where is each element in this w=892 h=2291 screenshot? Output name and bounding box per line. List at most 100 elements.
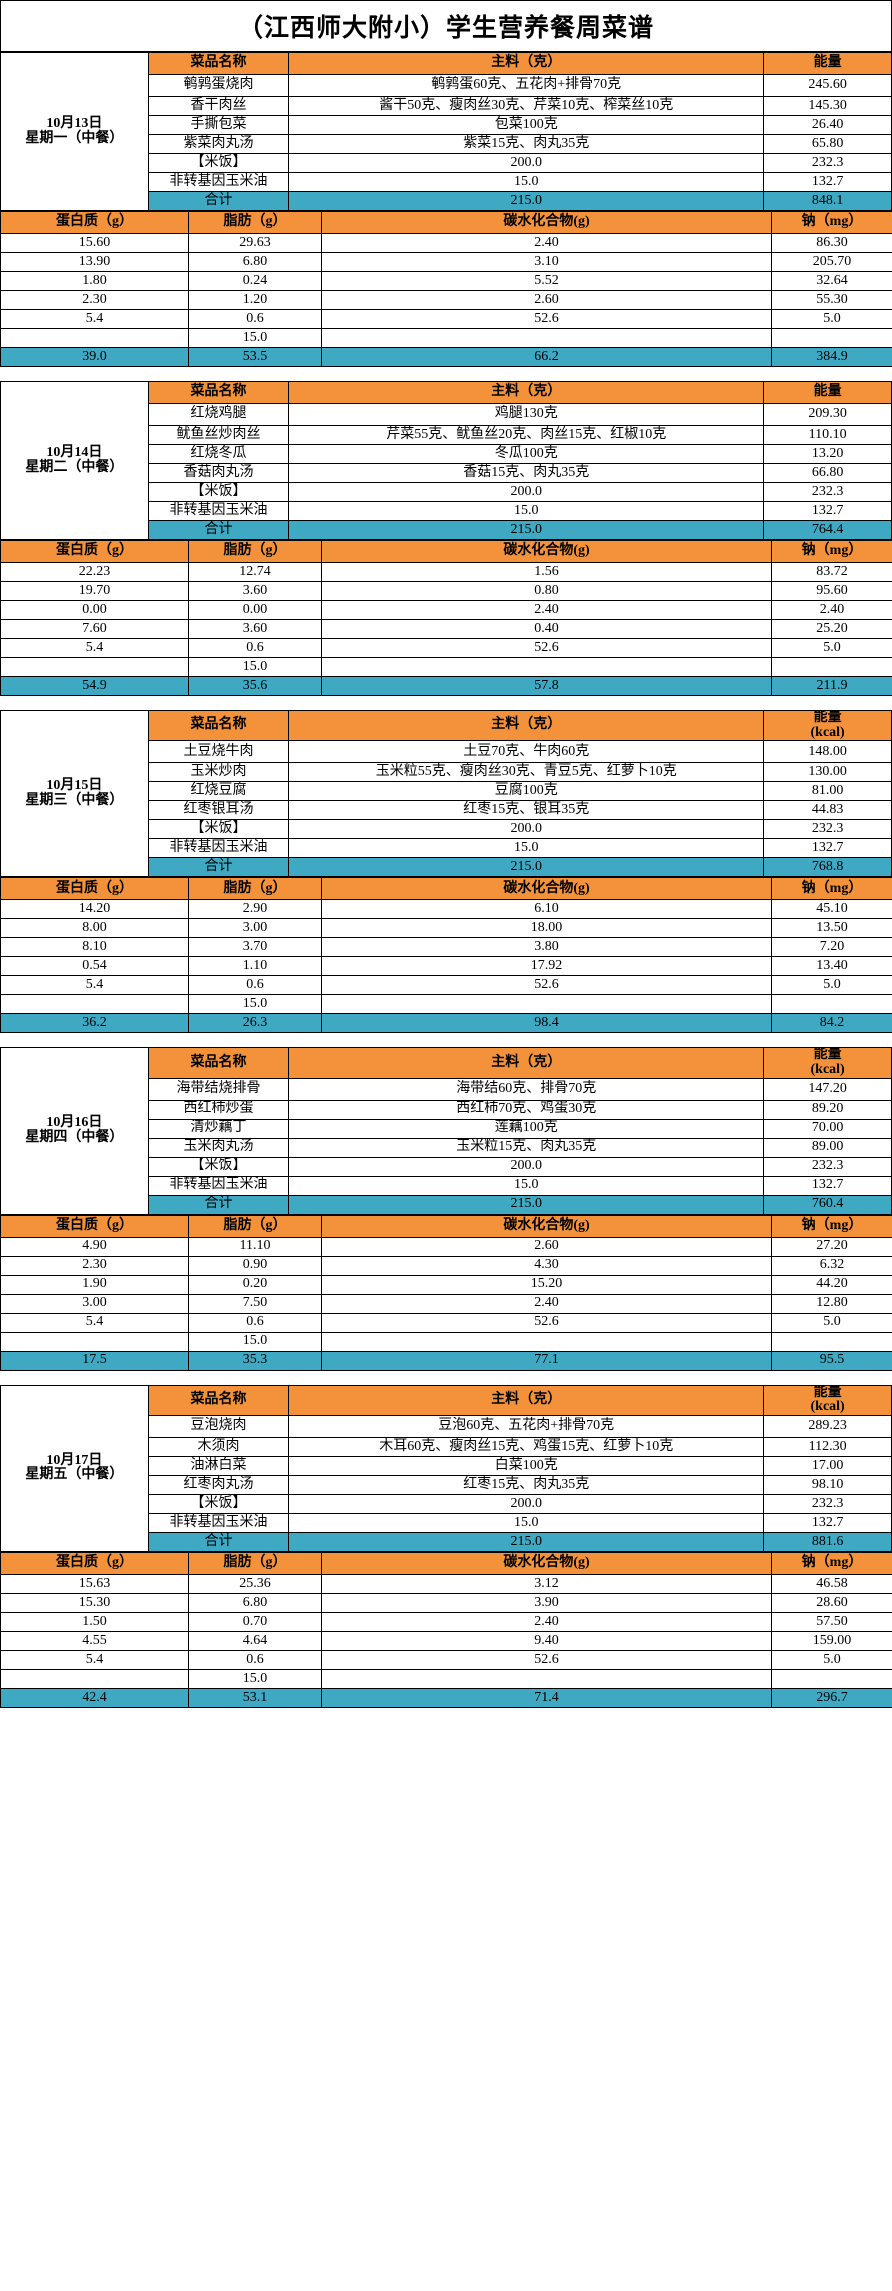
nutrition-fat: 6.80: [188, 1593, 322, 1614]
nutrition-protein: 5.4: [0, 638, 189, 658]
dish-name: 玉米炒肉: [147, 762, 290, 783]
nutrition-row: 8.10 3.70 3.80 7.20: [0, 937, 892, 958]
nutrition-total-sodium: 384.9: [771, 347, 892, 367]
col-header-material: 主料（克）: [288, 709, 765, 742]
nutrition-carb: 17.92: [321, 956, 772, 977]
day-blocks-container: 10月13日 星期一（中餐） 菜品名称 主料（克） 能量 鹌鹑蛋烧肉 鹌鹑蛋60克、五花肉+…: [0, 52, 892, 1709]
nutrition-row: 19.70 3.60 0.80 95.60: [0, 581, 892, 601]
col-header-material: 主料（克）: [288, 1384, 765, 1417]
day-date: 10月14日: [46, 444, 103, 460]
nutrition-carb: [321, 994, 772, 1015]
dish-name: 鱿鱼丝炒肉丝: [147, 425, 290, 445]
nutrition-fat: 15.0: [188, 328, 322, 348]
nutrition-protein: 14.20: [0, 899, 189, 920]
nutrition-header-row: 蛋白质（g） 脂肪（g） 碳水化合物(g) 钠（mg）: [0, 211, 892, 234]
dish-material: 玉米粒55克、瘦肉丝30克、青豆5克、红萝卜10克: [288, 762, 765, 783]
day-date: 10月13日: [46, 115, 103, 131]
nutrition-carb: 52.6: [321, 1312, 772, 1333]
col-header-energy: 能量 (kcal): [763, 1384, 892, 1417]
dish-energy: 89.20: [763, 1099, 892, 1120]
col-header-fat: 脂肪（g）: [188, 877, 322, 901]
nutrition-fat: 12.74: [188, 562, 322, 582]
nutrition-sodium: 7.20: [771, 937, 892, 958]
nutrition-row: 15.63 25.36 3.12 46.58: [0, 1574, 892, 1595]
nutrition-protein: 1.80: [0, 271, 189, 291]
col-header-material: 主料（克）: [288, 1047, 765, 1079]
col-header-energy: 能量: [763, 52, 892, 75]
dish-total-label: 合计: [147, 1194, 290, 1215]
nutrition-protein: 8.10: [0, 937, 189, 958]
col-header-sodium: 钠（mg）: [771, 1552, 892, 1576]
dish-material: 鸡腿130克: [288, 403, 765, 426]
nutrition-fat: 0.6: [188, 1650, 322, 1671]
nutrition-protein: 19.70: [0, 581, 189, 601]
dish-energy: 289.23: [763, 1415, 892, 1439]
dish-row: 红枣肉丸汤 红枣15克、肉丸35克 98.10: [1, 1475, 892, 1496]
dish-energy: 232.3: [763, 482, 892, 502]
nutrition-row: 5.4 0.6 52.6 5.0: [0, 309, 892, 329]
col-header-carb: 碳水化合物(g): [321, 540, 772, 563]
nutrition-fat: 6.80: [188, 252, 322, 272]
dish-total-label: 合计: [147, 191, 290, 211]
nutrition-total-row: 17.5 35.3 77.1 95.5: [0, 1350, 892, 1371]
nutrition-protein: 0.54: [0, 956, 189, 977]
nutrition-sodium: 83.72: [771, 562, 892, 582]
nutrition-sodium: 5.0: [771, 975, 892, 996]
nutrition-fat: 0.6: [188, 309, 322, 329]
nutrition-protein: [0, 328, 189, 348]
nutrition-total-carb: 98.4: [321, 1013, 772, 1034]
nutrition-sodium: 32.64: [771, 271, 892, 291]
dish-name: 手撕包菜: [147, 115, 290, 135]
dish-total-row: 合计 215.0 848.1: [1, 191, 892, 211]
nutrition-sodium: [771, 1331, 892, 1352]
nutrition-carb: 0.40: [321, 619, 772, 639]
nutrition-fat: 0.90: [188, 1255, 322, 1276]
dish-row: 【米饭】 200.0 232.3: [1, 153, 892, 173]
dish-energy: 145.30: [763, 96, 892, 116]
nutrition-carb: [321, 657, 772, 677]
dish-name: 玉米肉丸汤: [147, 1137, 290, 1158]
nutrition-block: 蛋白质（g） 脂肪（g） 碳水化合物(g) 钠（mg） 14.20 2.90 6.10 45.…: [0, 877, 892, 1034]
dish-material: 香菇15克、肉丸35克: [288, 463, 765, 483]
nutrition-sodium: 5.0: [771, 638, 892, 658]
dish-energy: 17.00: [763, 1456, 892, 1477]
dish-material: 红枣15克、银耳35克: [288, 800, 765, 821]
dish-row: 非转基因玉米油 15.0 132.7: [1, 501, 892, 521]
nutrition-fat: 0.00: [188, 600, 322, 620]
day-weekday: 星期五（中餐）: [25, 1467, 124, 1483]
dish-energy: 232.3: [763, 153, 892, 173]
nutrition-carb: 4.30: [321, 1255, 772, 1276]
nutrition-carb: [321, 1331, 772, 1352]
nutrition-header-row: 蛋白质（g） 脂肪（g） 碳水化合物(g) 钠（mg）: [0, 1214, 892, 1238]
nutrition-sodium: 86.30: [771, 233, 892, 253]
dish-energy: 26.40: [763, 115, 892, 135]
nutrition-sodium: 13.40: [771, 956, 892, 977]
nutrition-total-sodium: 211.9: [771, 676, 892, 696]
nutrition-fat: 1.20: [188, 290, 322, 310]
dish-material: 西红柿70克、鸡蛋30克: [288, 1099, 765, 1120]
dish-energy: 110.10: [763, 425, 892, 445]
nutrition-sodium: 57.50: [771, 1612, 892, 1633]
block-gap: [0, 367, 892, 381]
dish-energy: 132.7: [763, 1175, 892, 1196]
block-gap: [0, 696, 892, 710]
nutrition-sodium: 2.40: [771, 600, 892, 620]
dish-name: 【米饭】: [147, 153, 290, 173]
nutrition-sodium: 5.0: [771, 1650, 892, 1671]
dish-energy: 132.7: [763, 1513, 892, 1534]
nutrition-sodium: 44.20: [771, 1274, 892, 1295]
nutrition-row: 0.54 1.10 17.92 13.40: [0, 956, 892, 977]
dish-name: 红枣银耳汤: [147, 800, 290, 821]
nutrition-block: 蛋白质（g） 脂肪（g） 碳水化合物(g) 钠（mg） 15.63 25.36 3.12 46…: [0, 1552, 892, 1709]
nutrition-protein: 7.60: [0, 619, 189, 639]
dish-energy: 81.00: [763, 781, 892, 802]
nutrition-fat: 2.90: [188, 899, 322, 920]
nutrition-protein: 0.00: [0, 600, 189, 620]
nutrition-protein: 4.55: [0, 1631, 189, 1652]
dish-name: 油淋白菜: [147, 1456, 290, 1477]
dish-material: 豆腐100克: [288, 781, 765, 802]
nutrition-carb: 1.56: [321, 562, 772, 582]
nutrition-fat: 15.0: [188, 657, 322, 677]
nutrition-sodium: 28.60: [771, 1593, 892, 1614]
nutrition-carb: 3.12: [321, 1574, 772, 1595]
